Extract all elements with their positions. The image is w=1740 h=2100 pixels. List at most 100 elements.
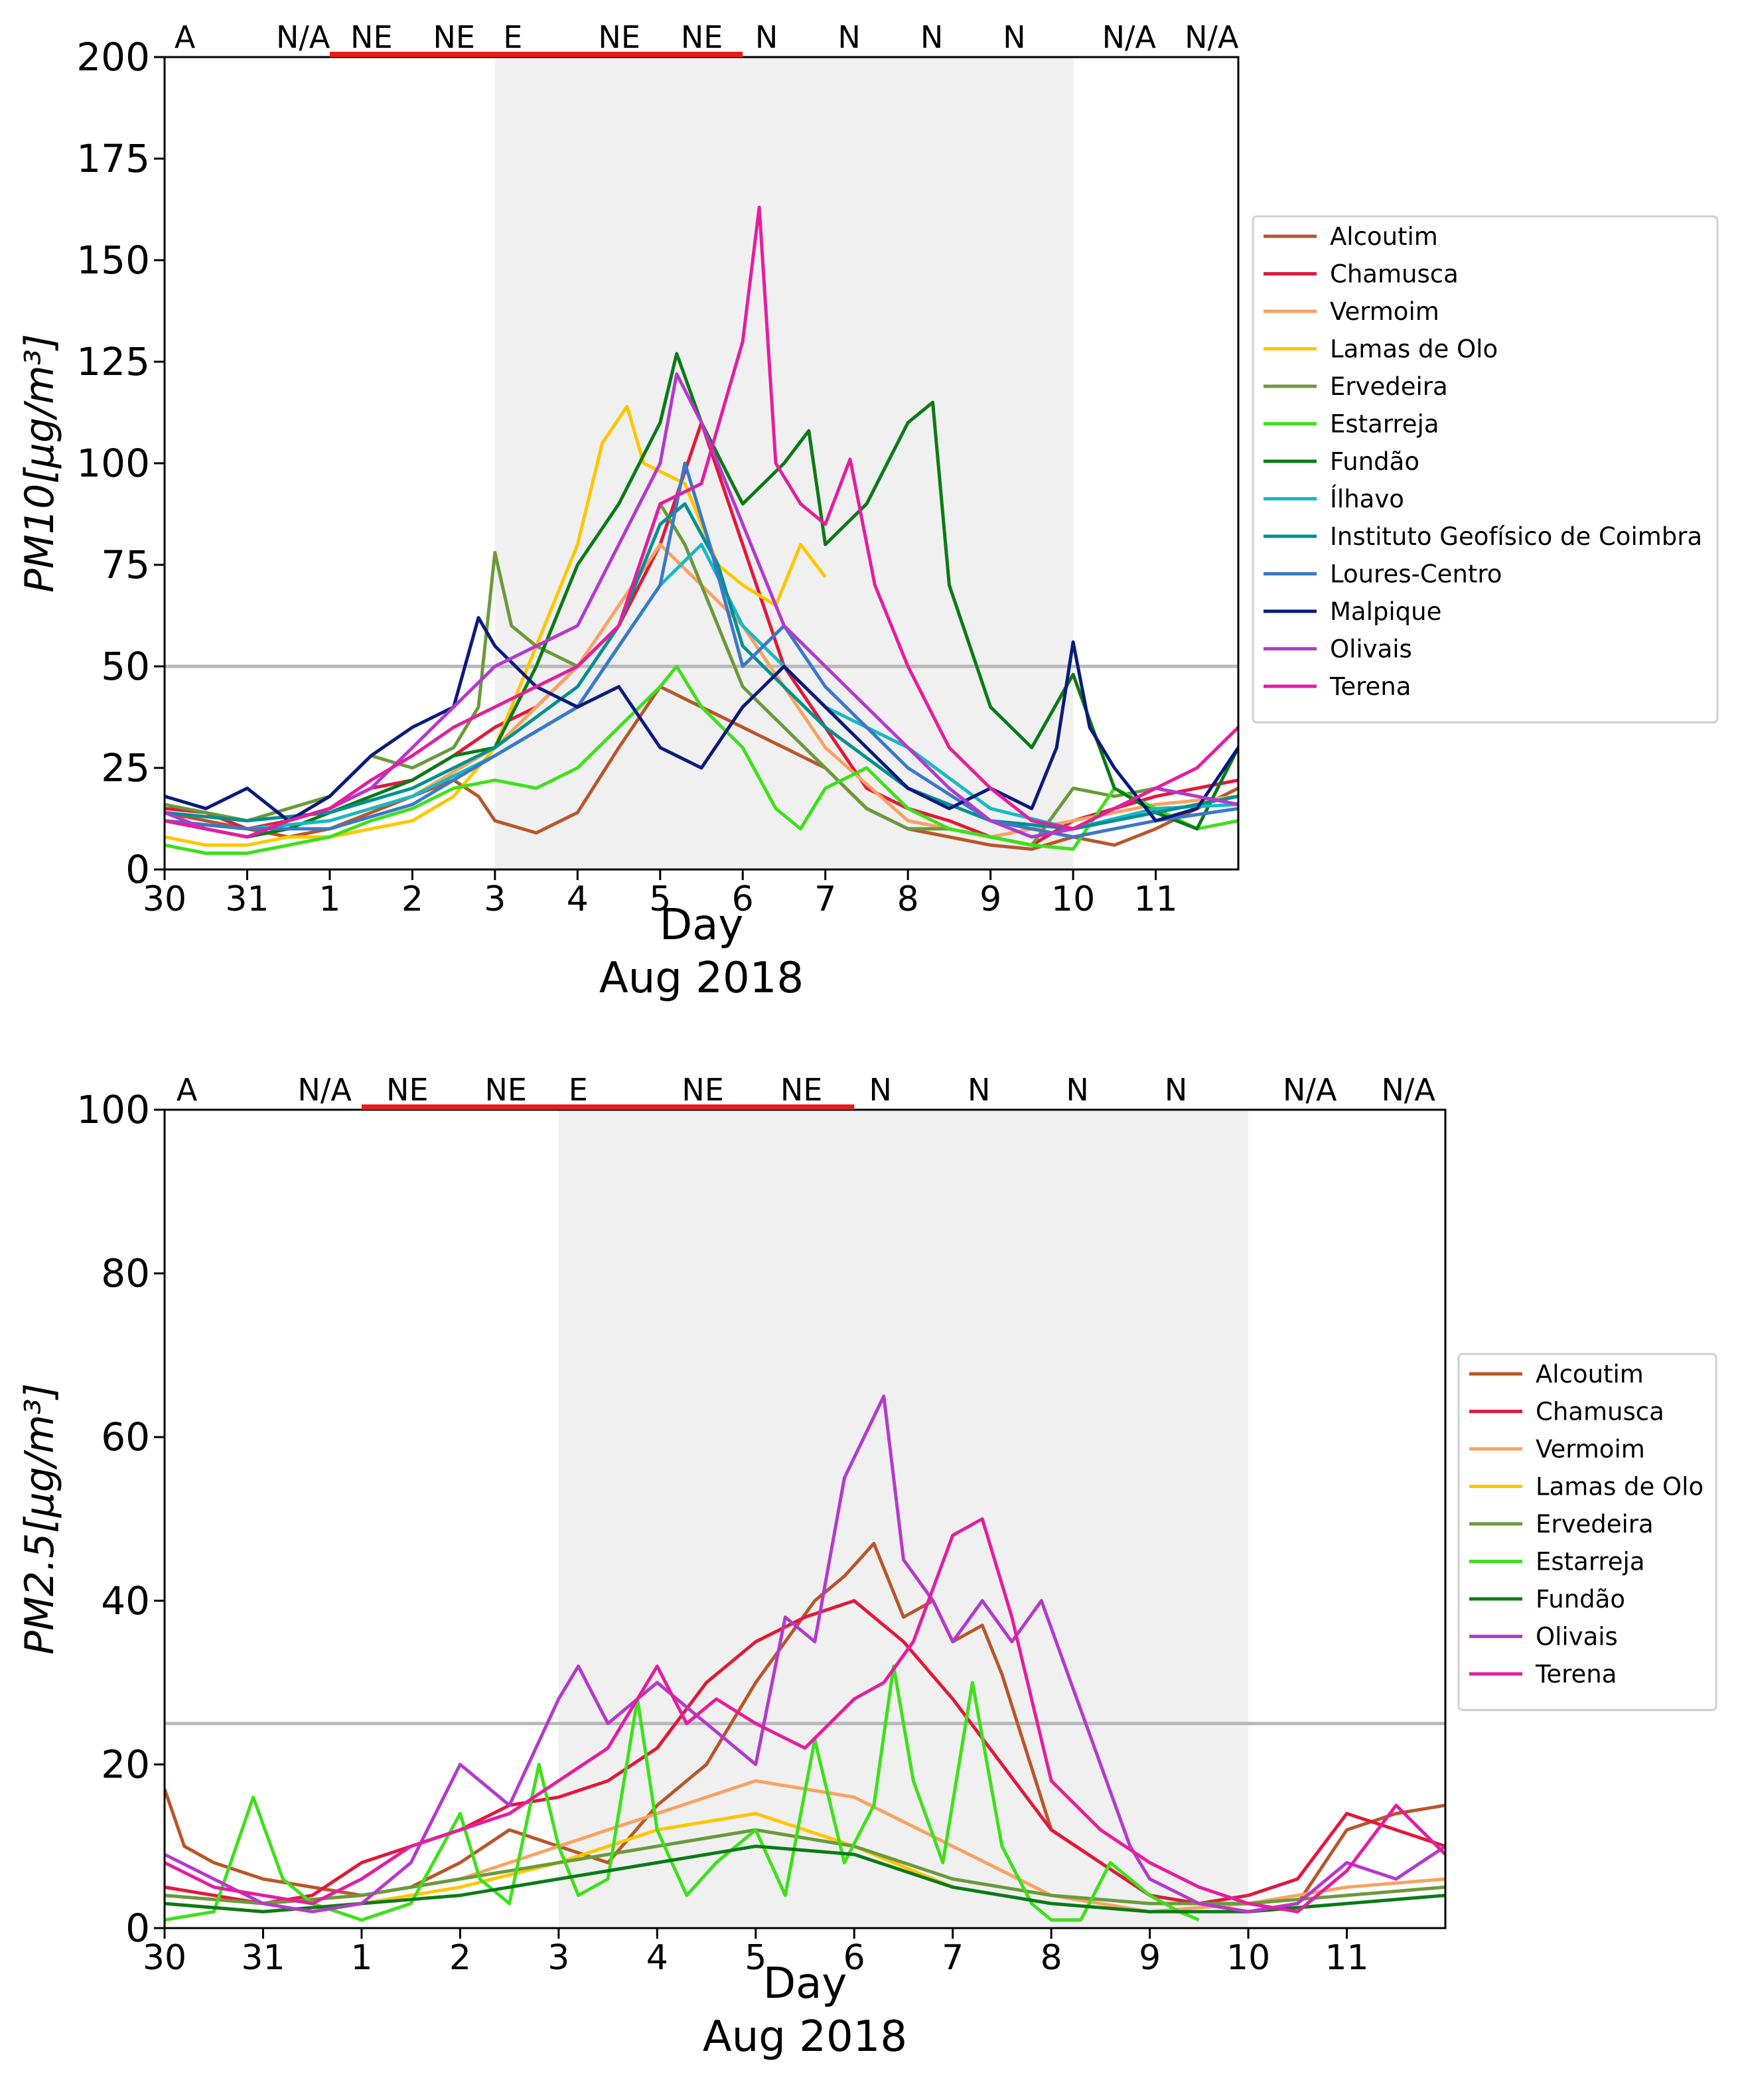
y-tick-label: 125 [76, 339, 150, 384]
legend-label: Olivais [1536, 1623, 1618, 1651]
x-tick-label: 3 [484, 879, 506, 919]
x-tick-label: 7 [942, 1938, 964, 1978]
series-line-estarreja [165, 664, 1238, 855]
wind-label: N [1003, 19, 1025, 55]
legend-label: Malpique [1330, 597, 1441, 626]
y-tick-label: 60 [101, 1414, 150, 1460]
y-tick-label: 40 [101, 1578, 150, 1623]
wind-label: NE [682, 1072, 723, 1108]
wind-label: E [569, 1072, 588, 1108]
wind-label: N/A [276, 19, 330, 55]
legend-label: Chamusca [1536, 1398, 1664, 1426]
x-tick-label: 1 [319, 879, 340, 919]
x-tick-label: 5 [745, 1938, 766, 1978]
series-line-alcoutim [165, 685, 1238, 851]
legend-label: Ervedeira [1330, 372, 1448, 401]
series-group [165, 1394, 1445, 1922]
x-tick-label: 4 [646, 1938, 668, 1978]
wind-label: NE [433, 19, 475, 55]
pm25-figure: A N/A NE NE E NE NE N N N N N/A N/A 0 20 40 60 80 100 30 31 1… [0, 1049, 1740, 2100]
y-axis-label: PM2.5[μg/m³] [17, 1383, 63, 1655]
series-line-terena [165, 205, 1238, 839]
y-tick-label: 0 [125, 847, 150, 892]
legend-label: Ílhavo [1330, 485, 1404, 514]
x-axis-sublabel: Aug 2018 [599, 954, 804, 1003]
pm10-figure: A N/A NE NE E NE NE N N N N N/A N/A 0 25 50 75 100 125 150 1… [0, 0, 1740, 1035]
series-group [165, 205, 1238, 855]
legend-box [1252, 215, 1719, 723]
x-tick-label: 9 [979, 879, 1001, 919]
x-tick-label: 11 [1325, 1938, 1368, 1978]
wind-label: NE [485, 1072, 527, 1108]
wind-label: N [920, 19, 943, 55]
legend-label: Estarreja [1330, 410, 1439, 439]
x-tick-label: 31 [241, 1938, 285, 1978]
wind-label: N [1066, 1072, 1088, 1108]
legend-label: Chamusca [1330, 260, 1459, 289]
x-tick-label: 6 [732, 879, 754, 919]
wind-label: N/A [297, 1072, 352, 1108]
wind-label: N/A [1382, 1072, 1436, 1108]
y-tick-label: 75 [101, 542, 150, 587]
legend-label: Fundão [1330, 447, 1419, 476]
x-tick-label: 8 [897, 879, 919, 919]
legend-label: Vermoim [1330, 297, 1439, 326]
y-tick-label: 0 [125, 1906, 150, 1951]
x-tick-label: 31 [225, 879, 269, 919]
wind-label: N/A [1283, 1072, 1337, 1108]
wind-label: A [177, 1072, 198, 1108]
series-line-olivais [165, 1394, 1445, 1913]
wind-label: NE [350, 19, 392, 55]
series-line-ervedeira [165, 1828, 1445, 1906]
wind-label: NE [386, 1072, 428, 1108]
series-line-malpique [165, 616, 1238, 823]
legend-label: Terena [1535, 1660, 1617, 1688]
x-tick-label: 7 [814, 879, 836, 919]
y-tick-label: 100 [76, 441, 150, 486]
series-line-fund-o [165, 1844, 1445, 1913]
legend-label: Vermoim [1536, 1435, 1645, 1463]
legend-label: Estarreja [1536, 1548, 1645, 1576]
x-axis-label: Day [660, 901, 743, 950]
series-line-instituto-geof-sico-de-coimbra [165, 502, 1238, 831]
legend-label: Lamas de Olo [1536, 1473, 1704, 1501]
legend-label: Instituto Geofísico de Coimbra [1330, 522, 1702, 551]
wind-label: N [968, 1072, 990, 1108]
x-tick-label: 5 [649, 879, 671, 919]
legend-label: Alcoutim [1330, 222, 1438, 251]
x-tick-label: 4 [567, 879, 589, 919]
y-tick-label: 50 [101, 644, 150, 689]
x-tick-label: 30 [143, 879, 186, 919]
x-tick-label: 3 [547, 1938, 569, 1978]
y-tick-label: 25 [101, 745, 150, 790]
x-tick-label: 2 [449, 1938, 471, 1978]
x-tick-label: 9 [1139, 1938, 1161, 1978]
x-tick-label: 2 [401, 879, 423, 919]
wind-label: N [869, 1072, 892, 1108]
wind-label: N [755, 19, 778, 55]
x-tick-label: 10 [1051, 879, 1095, 919]
shaded-period [558, 1110, 1249, 1928]
wind-label: A [175, 19, 196, 55]
x-tick-label: 6 [843, 1938, 865, 1978]
legend-label: Lamas de Olo [1330, 335, 1498, 364]
y-tick-label: 175 [76, 136, 150, 181]
wind-label: E [503, 19, 522, 55]
series-line-fund-o [165, 352, 1238, 839]
y-axis-label: PM10[μg/m³] [17, 334, 63, 593]
x-tick-label: 1 [350, 1938, 372, 1978]
series-line-loures-centro [165, 461, 1238, 839]
y-tick-label: 100 [76, 1087, 150, 1132]
wind-label: N [837, 19, 860, 55]
wind-label: N/A [1102, 19, 1157, 55]
legend-label: Alcoutim [1536, 1360, 1644, 1388]
x-axis-label: Day [763, 1959, 847, 2008]
pm10-chart: A N/A NE NE E NE NE N N N N N/A N/A02550751001251501… [17, 19, 1719, 1003]
x-tick-label: 30 [143, 1938, 186, 1978]
x-tick-label: 11 [1133, 879, 1177, 919]
legend-label: Ervedeira [1536, 1510, 1654, 1538]
wind-label: N/A [1185, 19, 1239, 55]
series-line-estarreja [165, 1664, 1200, 1922]
legend-label: Terena [1329, 672, 1411, 701]
